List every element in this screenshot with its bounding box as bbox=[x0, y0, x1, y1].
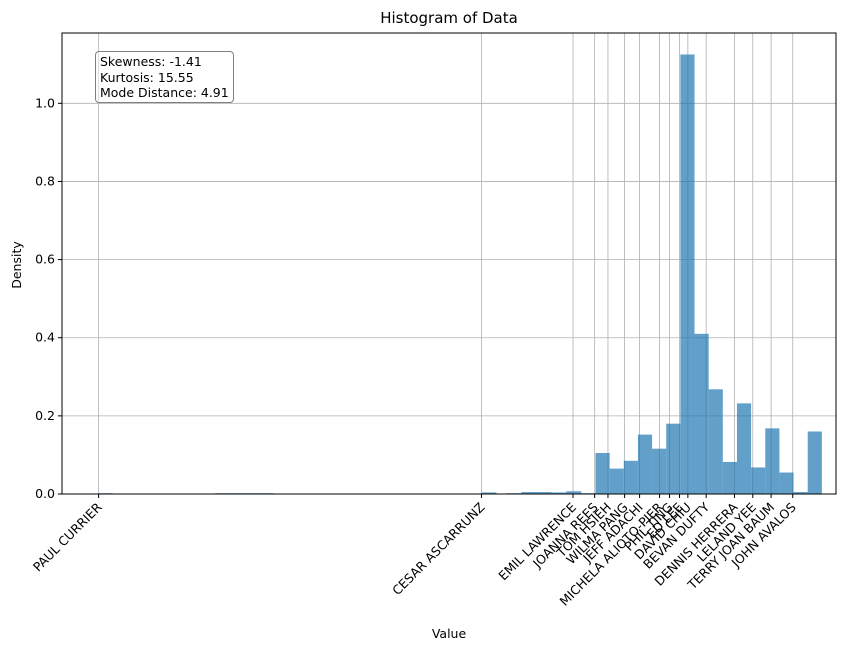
y-tick-label: 0.4 bbox=[35, 330, 55, 345]
plot-frame bbox=[61, 32, 837, 495]
histogram-bar bbox=[595, 452, 610, 494]
axes bbox=[61, 32, 837, 495]
histogram-bar bbox=[637, 434, 653, 494]
y-axis-label: Density bbox=[9, 241, 24, 289]
histogram-bar bbox=[536, 492, 552, 494]
y-ticks: 0.0 0.2 0.4 0.6 0.8 1.0 bbox=[35, 95, 62, 501]
histogram-bar bbox=[609, 468, 624, 494]
histogram-bar bbox=[765, 428, 780, 494]
y-tick-label: 0.8 bbox=[35, 173, 55, 188]
histogram-bar bbox=[751, 467, 766, 494]
histogram-bar bbox=[779, 472, 794, 494]
histogram-bar bbox=[680, 54, 695, 494]
histogram-bar bbox=[623, 460, 638, 494]
histogram-bar bbox=[793, 492, 808, 494]
kurtosis-text: Kurtosis: 15.55 bbox=[100, 69, 194, 85]
histogram-bar bbox=[566, 491, 582, 494]
grid-lines bbox=[62, 33, 836, 495]
y-tick-label: 0.2 bbox=[35, 408, 55, 423]
x-tick-label: PAUL CURRIER bbox=[30, 499, 105, 574]
histogram-bar bbox=[481, 492, 497, 494]
histogram-bar bbox=[666, 423, 681, 494]
histogram-bar bbox=[736, 403, 752, 494]
histogram-bar bbox=[551, 492, 567, 494]
histogram-bars bbox=[98, 54, 822, 494]
histogram-bar bbox=[521, 492, 537, 494]
x-tick-label: CESAR ASCARRUNZ bbox=[389, 500, 487, 598]
mode-distance-text: Mode Distance: 4.91 bbox=[100, 85, 229, 100]
x-ticks: PAUL CURRIER CESAR ASCARRUNZ EMIL LAWRENCE… bbox=[30, 494, 799, 609]
histogram-bar bbox=[722, 461, 737, 494]
skewness-text: Skewness: -1.41 bbox=[100, 54, 202, 69]
x-axis-label: Value bbox=[432, 626, 467, 641]
y-tick-label: 1.0 bbox=[35, 95, 55, 110]
chart-title: Histogram of Data bbox=[380, 9, 518, 27]
histogram-bar bbox=[708, 389, 723, 494]
y-tick-label: 0.6 bbox=[35, 252, 55, 267]
y-tick-label: 0.0 bbox=[35, 486, 55, 501]
statistics-annotation: Skewness: -1.41 Kurtosis: 15.55 Mode Dista… bbox=[95, 51, 234, 103]
histogram-bar bbox=[652, 448, 667, 494]
histogram-bar bbox=[694, 333, 709, 494]
histogram-bar bbox=[807, 431, 822, 494]
